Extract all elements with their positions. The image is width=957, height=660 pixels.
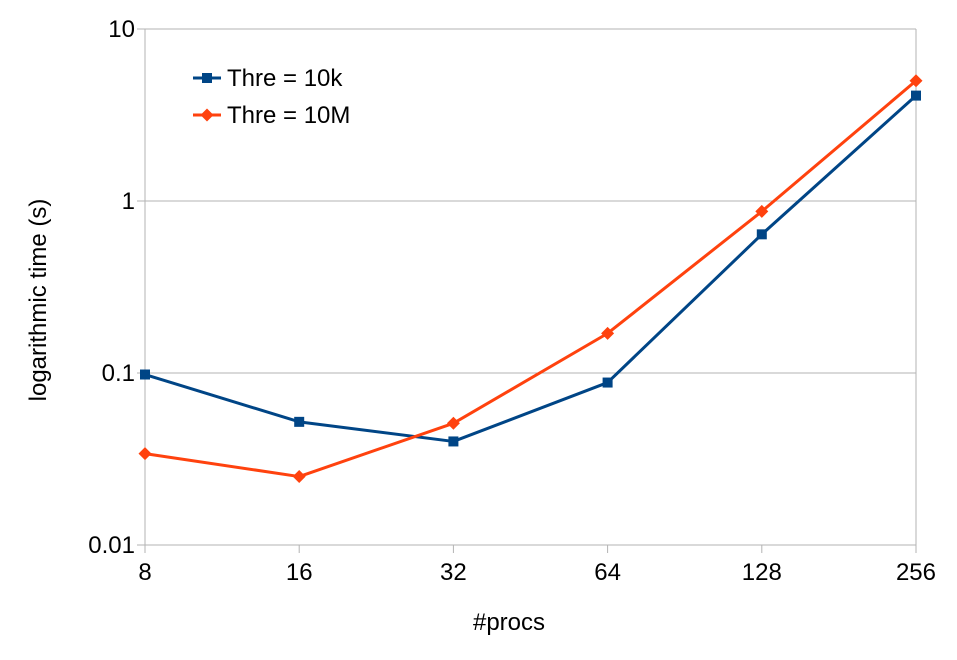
legend-label: Thre = 10k (227, 65, 343, 92)
data-point (138, 447, 152, 461)
x-tick-labels: 8 16 32 64 128 256 (138, 559, 936, 586)
data-point (292, 470, 306, 484)
legend: Thre = 10k Thre = 10M (193, 65, 350, 129)
x-tick-label: 32 (440, 559, 467, 586)
y-tick-label: 0.1 (102, 360, 135, 387)
x-tick-label: 256 (896, 559, 936, 586)
data-point (140, 369, 150, 380)
series-group (138, 74, 923, 484)
data-point (446, 416, 460, 430)
x-tick-label: 16 (286, 559, 313, 586)
y-tick-labels: 0.01 0.1 1 10 (88, 16, 135, 559)
x-axis-title: #procs (473, 609, 545, 636)
data-point (756, 229, 767, 240)
x-tick-label: 8 (138, 559, 151, 586)
series-line-0 (144, 94, 918, 443)
data-point (448, 436, 459, 447)
x-tick-label: 128 (742, 559, 782, 586)
x-tick-label: 64 (594, 559, 621, 586)
y-axis-title: logarithmic time (s) (25, 199, 52, 402)
data-point (294, 416, 305, 427)
legend-marker (200, 108, 214, 122)
data-point (601, 326, 615, 340)
data-point (755, 204, 769, 218)
y-tick-label: 0.01 (88, 532, 135, 559)
data-point (909, 74, 923, 88)
data-point (911, 90, 921, 101)
series-line-1 (144, 79, 917, 479)
legend-label: Thre = 10M (227, 102, 350, 129)
y-tick-label: 1 (122, 188, 135, 215)
legend-marker (202, 73, 212, 83)
data-point (602, 377, 613, 388)
y-tick-label: 10 (108, 16, 135, 43)
